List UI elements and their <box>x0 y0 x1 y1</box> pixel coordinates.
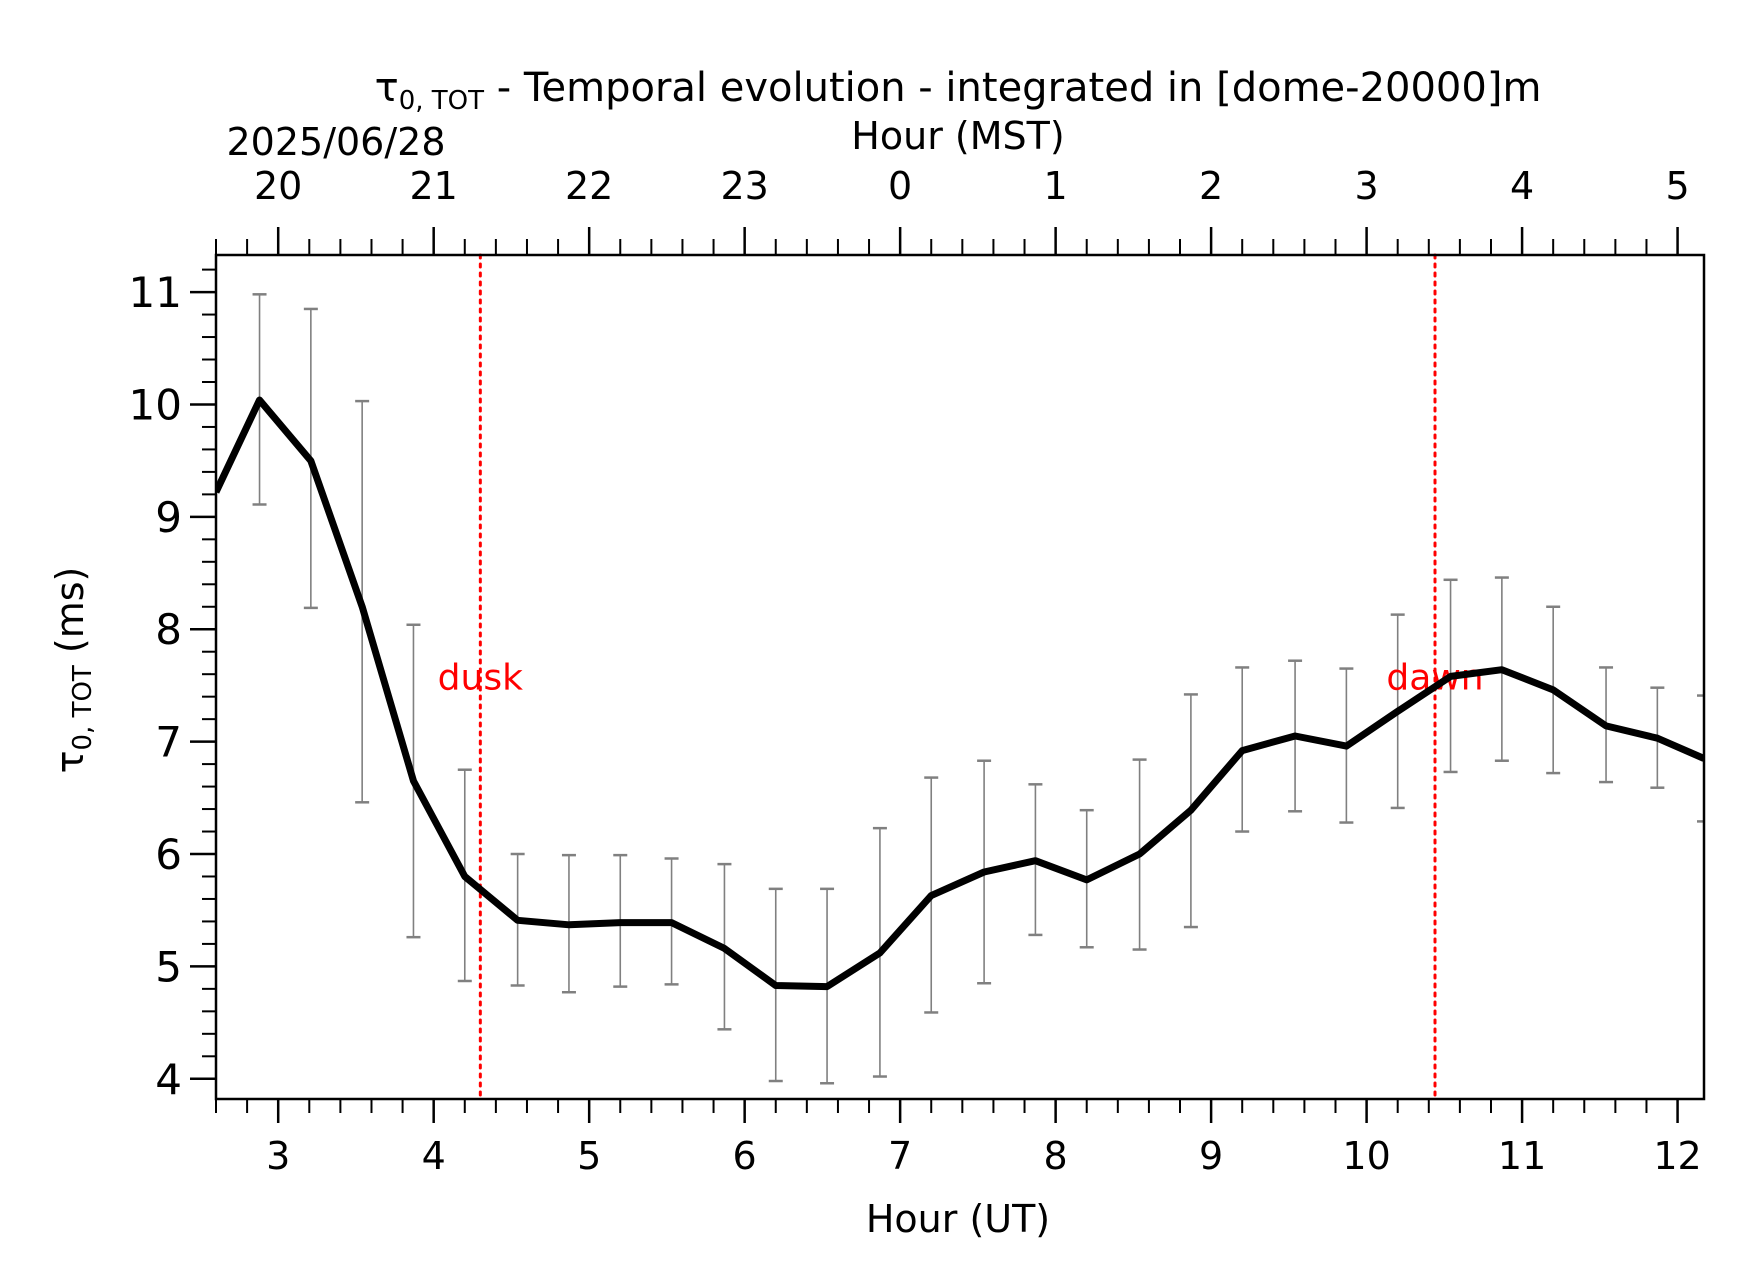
x2-tick-label: 2 <box>1199 164 1223 208</box>
x2-tick-label: 3 <box>1355 164 1379 208</box>
x2-axis-title: Hour (MST) <box>851 114 1064 158</box>
chart-title: τ0, TOT - Temporal evolution - integrate… <box>375 65 1542 116</box>
y-ticks: 4 5 6 7 8 9 10 11 <box>129 268 216 1104</box>
x-tick-label: 7 <box>888 1134 912 1178</box>
y-tick-label: 6 <box>155 830 182 879</box>
x-tick-label: 11 <box>1498 1134 1546 1178</box>
x2-tick-label: 1 <box>1044 164 1068 208</box>
x-tick-label: 9 <box>1199 1134 1223 1178</box>
x-tick-label: 4 <box>422 1134 446 1178</box>
x2-ticks: 20 21 22 23 0 1 2 3 4 5 <box>215 164 1690 255</box>
x-axis-title: Hour (UT) <box>866 1197 1050 1241</box>
x2-tick-label: 4 <box>1510 164 1534 208</box>
plot-frame <box>214 253 1706 1101</box>
y-tick-label: 8 <box>155 605 182 654</box>
ylabel-text: (ms) <box>48 567 92 666</box>
x-tick-label: 5 <box>577 1134 601 1178</box>
y-axis-title: τ0, TOT (ms) <box>48 567 98 774</box>
x2-tick-label: 5 <box>1665 164 1689 208</box>
x-tick-label: 6 <box>733 1134 757 1178</box>
x2-tick-label: 23 <box>720 164 768 208</box>
y-tick-label: 5 <box>155 942 182 991</box>
x-tick-label: 10 <box>1342 1134 1390 1178</box>
x-tick-label: 8 <box>1044 1134 1068 1178</box>
ylabel-subscript: 0, TOT <box>68 665 98 750</box>
title-symbol: τ <box>375 65 399 111</box>
ylabel-symbol: τ <box>48 750 92 773</box>
marker-label-dawn: dawn <box>1386 657 1483 698</box>
x-tick-label: 12 <box>1653 1134 1701 1178</box>
marker-label-dusk: dusk <box>438 657 523 698</box>
series-line <box>216 396 1704 991</box>
x2-tick-label: 20 <box>254 164 302 208</box>
y-tick-label: 9 <box>155 493 182 542</box>
date-label: 2025/06/28 <box>226 120 445 164</box>
x2-tick-label: 0 <box>888 164 912 208</box>
y-tick-label: 7 <box>155 718 182 767</box>
x-ticks: 3 4 5 6 7 8 9 10 11 12 <box>215 1099 1702 1178</box>
x-tick-label: 3 <box>266 1134 290 1178</box>
x2-tick-label: 22 <box>565 164 613 208</box>
y-tick-label: 11 <box>129 268 182 317</box>
title-text: - Temporal evolution - integrated in [do… <box>484 65 1541 111</box>
x2-tick-label: 21 <box>410 164 458 208</box>
y-tick-label: 4 <box>155 1055 182 1104</box>
title-subscript: 0, TOT <box>399 86 484 116</box>
y-tick-label: 10 <box>129 380 182 429</box>
